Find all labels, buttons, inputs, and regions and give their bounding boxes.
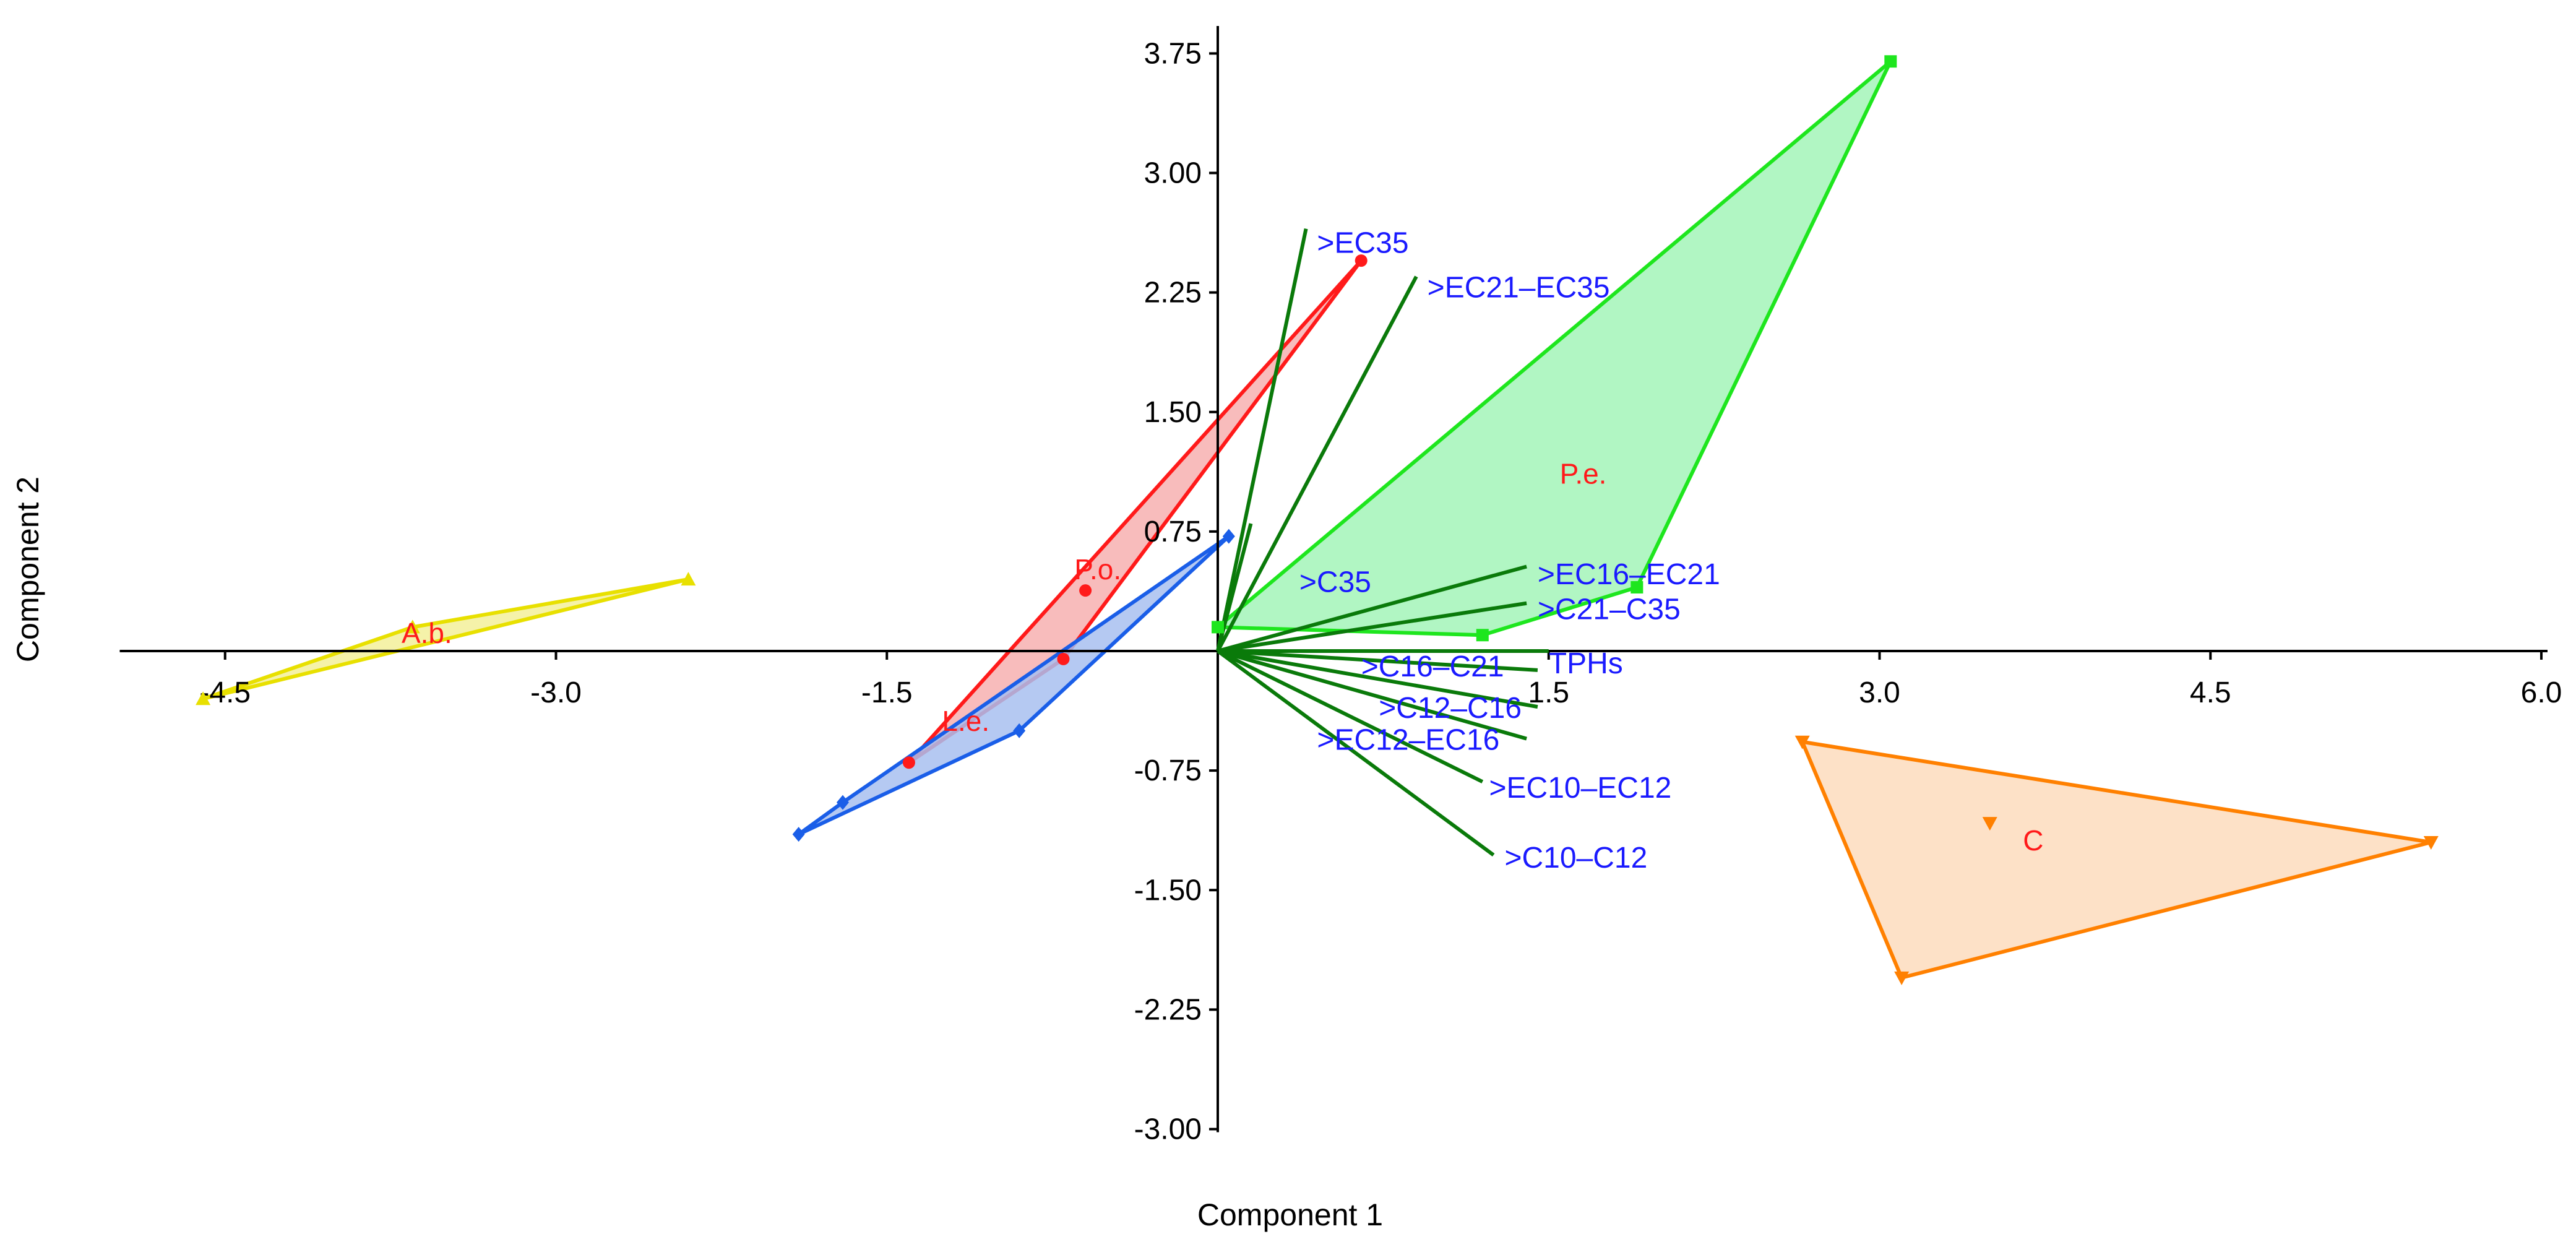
vector-label-ec12-ec16: >EC12–EC16 [1317,724,1499,757]
y-tick-label: 1.50 [1144,396,1202,429]
group-label-p-e: P.e. [1560,458,1607,490]
point-l-e [792,827,805,842]
vector-label-c16-c21: >C16–C21 [1361,650,1504,683]
vector-label-ec35: >EC35 [1317,227,1408,259]
y-tick-label: 2.25 [1144,277,1202,309]
vector-label-c35: >C35 [1299,566,1371,599]
vector-label-c10-c12: >C10–C12 [1504,842,1647,874]
vector-ec16-ec21 [1217,564,1527,653]
point-l-e [1222,529,1235,544]
vector-label-tphs: TPHs [1549,647,1623,680]
vector-label-ec21-ec35: >EC21–EC35 [1428,271,1610,304]
chart-labels: A.b. P.o. L.e. P.e. C >EC35 >EC21–EC35 >C35 >EC1… [402,227,2044,874]
group-hulls [201,59,2433,980]
group-label-l-e: L.e. [942,705,989,737]
x-tick-label: 6.0 [2521,676,2562,709]
loading-vectors [1216,228,1549,857]
group-label-p-o: P.o. [1074,553,1121,585]
x-axis-ticks: -4.5 -3.0 -1.5 1.5 3.0 4.5 6.0 [199,651,2562,709]
hull-c [1800,740,2433,980]
vector-c16-c21 [1217,649,1538,672]
point-c [1894,971,1910,985]
vector-c10-c12 [1217,649,1495,857]
group-label-c: C [2023,824,2043,857]
axes: -4.5 -3.0 -1.5 1.5 3.0 4.5 6.0 3.753.002.251.5… [119,26,2562,1146]
data-points [196,55,2439,985]
point-p-o [1355,254,1368,267]
point-p-e [1630,581,1643,593]
point-a-b [196,691,211,705]
point-l-e [836,795,849,810]
vector-c21-c35 [1217,601,1527,653]
y-axis-ticks: 3.75 3.00 2.25 1.50 0.75 -0.75 -1.50 -2.25 -3.00 [1134,37,1218,1146]
y-tick-label: -0.75 [1134,754,1202,787]
point-a-b [405,619,420,634]
y-tick-label: 3.75 [1144,37,1202,70]
vector-label-ec10-ec12: >EC10–EC12 [1489,772,1671,805]
y-axis-title: Component 2 [11,477,45,662]
point-c [2423,836,2439,850]
group-label-a-b: A.b. [402,617,452,649]
hull-p-e [1216,59,1893,637]
point-l-e [1013,723,1026,738]
vector-ec21-ec35 [1216,275,1418,652]
point-p-o [902,756,915,769]
point-c [1982,817,1997,831]
vector-label-c12-c16: >C12–C16 [1379,692,1522,725]
point-a-b [681,572,696,586]
x-tick-label: 1.5 [1528,676,1569,709]
x-tick-label: 3.0 [1859,676,1900,709]
point-p-e [1212,621,1224,634]
vector-label-c21-c35: >C21–C35 [1538,593,1681,626]
y-tick-label: -3.00 [1134,1113,1202,1146]
hull-a-b [201,577,691,701]
y-tick-label: 0.75 [1144,516,1202,548]
x-tick-label: 4.5 [2190,676,2231,709]
y-tick-label: 3.00 [1144,157,1202,190]
y-tick-label: -1.50 [1134,874,1202,907]
point-p-o [1057,652,1070,665]
x-axis-title: Component 1 [1197,1197,1383,1232]
y-tick-label: -2.25 [1134,993,1202,1026]
vector-ec10-ec12 [1217,649,1484,783]
x-tick-label: -3.0 [530,676,582,709]
point-p-o [1079,584,1092,597]
vector-ec35 [1216,228,1308,652]
vector-ec12-ec16 [1217,649,1527,741]
vector-label-ec16-ec21: >EC16–EC21 [1538,558,1720,591]
point-c [1794,735,1810,749]
point-p-e [1884,55,1897,68]
point-p-e [1476,629,1489,642]
vector-c12-c16 [1217,649,1538,709]
x-tick-label: -1.5 [861,676,913,709]
